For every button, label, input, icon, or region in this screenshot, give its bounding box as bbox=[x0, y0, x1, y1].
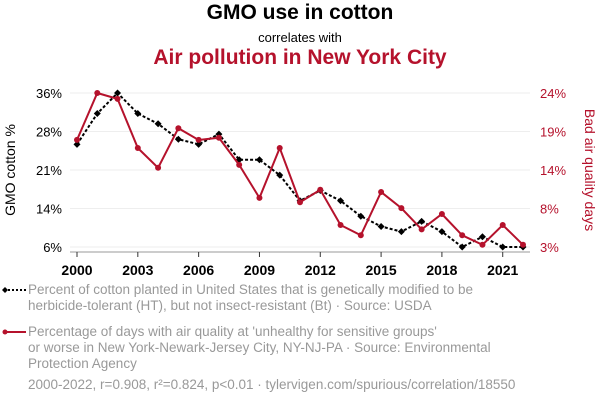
data-point-air-pollution bbox=[398, 205, 405, 212]
legend-text-line: Percentage of days with air quality at '… bbox=[28, 324, 437, 339]
x-tick-label: 2006 bbox=[183, 262, 214, 278]
data-point-gmo-cotton bbox=[73, 140, 81, 148]
gridlines bbox=[70, 92, 530, 248]
x-tick-label: 2021 bbox=[487, 262, 518, 278]
data-point-gmo-cotton bbox=[276, 171, 284, 179]
footer-stats: 2000-2022, r=0.908, r²=0.824, p<0.01 · t… bbox=[28, 377, 516, 392]
data-point-air-pollution bbox=[215, 134, 222, 141]
data-point-air-pollution bbox=[114, 95, 121, 102]
data-point-gmo-cotton bbox=[195, 140, 203, 148]
data-point-gmo-cotton bbox=[255, 156, 263, 164]
data-point-air-pollution bbox=[297, 199, 303, 206]
data-point-gmo-cotton bbox=[478, 233, 486, 241]
y-axis-left-title: GMO cotton % bbox=[2, 124, 18, 216]
y-tick-label-left: 21% bbox=[36, 163, 62, 178]
data-point-gmo-cotton bbox=[114, 89, 122, 97]
y-axis-left-labels: 36% 28% 21% 14% 6% bbox=[36, 86, 62, 255]
data-point-air-pollution bbox=[175, 125, 182, 132]
x-tick-label: 2015 bbox=[366, 262, 397, 278]
y-tick-label-right: 14% bbox=[540, 163, 566, 178]
data-point-air-pollution bbox=[236, 161, 243, 168]
legend-text-line: Protection Agency bbox=[28, 356, 137, 371]
data-point-air-pollution bbox=[418, 226, 425, 233]
data-point-gmo-cotton bbox=[134, 110, 142, 118]
y-tick-label-right: 24% bbox=[540, 86, 566, 101]
data-point-air-pollution bbox=[74, 136, 80, 143]
data-point-air-pollution bbox=[276, 145, 283, 151]
data-point-air-pollution bbox=[134, 145, 141, 151]
y-tick-label-left: 14% bbox=[36, 202, 62, 217]
data-point-air-pollution bbox=[357, 232, 364, 239]
y-tick-label-right: 19% bbox=[540, 125, 566, 140]
chart-title-secondary: Air pollution in New York City bbox=[153, 46, 447, 69]
data-point-gmo-cotton bbox=[93, 110, 101, 118]
y-axis-right-title: Bad air quality days bbox=[582, 109, 598, 231]
legend-marker-dotted-icon bbox=[2, 287, 26, 293]
data-point-air-pollution bbox=[337, 222, 344, 228]
data-point-air-pollution bbox=[256, 194, 263, 201]
data-point-gmo-cotton bbox=[377, 222, 385, 230]
data-point-air-pollution bbox=[520, 241, 526, 248]
data-point-air-pollution bbox=[479, 241, 486, 248]
data-point-gmo-cotton bbox=[418, 217, 426, 225]
y-axis-right-labels: 24% 19% 14% 8% 3% bbox=[540, 86, 566, 255]
y-tick-label-right: 3% bbox=[540, 240, 559, 255]
data-point-air-pollution bbox=[438, 211, 445, 217]
data-point-gmo-cotton bbox=[337, 197, 345, 205]
data-point-air-pollution bbox=[459, 232, 466, 239]
series-group bbox=[73, 89, 527, 251]
data-point-gmo-cotton bbox=[499, 243, 507, 251]
data-point-gmo-cotton bbox=[357, 212, 365, 220]
x-axis-labels: 2000 2003 2006 2009 2012 2015 2018 2021 bbox=[61, 262, 518, 278]
chart-subtitle: correlates with bbox=[258, 30, 342, 45]
y-tick-label-left: 6% bbox=[43, 240, 62, 255]
legend-item-gmo: Percent of cotton planted in United Stat… bbox=[2, 282, 588, 314]
data-point-gmo-cotton bbox=[458, 243, 466, 251]
legend-marker-solid-icon bbox=[2, 329, 26, 335]
data-point-air-pollution bbox=[499, 222, 506, 228]
axes bbox=[70, 251, 530, 257]
y-tick-label-left: 28% bbox=[36, 125, 62, 140]
data-point-gmo-cotton bbox=[438, 228, 446, 236]
y-tick-label-right: 8% bbox=[540, 202, 559, 217]
data-point-gmo-cotton bbox=[397, 228, 405, 236]
data-point-gmo-cotton bbox=[154, 120, 162, 128]
data-point-air-pollution bbox=[195, 136, 202, 143]
x-tick-label: 2012 bbox=[305, 262, 336, 278]
x-tick-label: 2018 bbox=[426, 262, 457, 278]
x-tick-label: 2009 bbox=[244, 262, 275, 278]
y-tick-label-left: 36% bbox=[36, 86, 62, 101]
x-tick-label: 2003 bbox=[122, 262, 153, 278]
legend-item-air-pollution: Percentage of days with air quality at '… bbox=[2, 324, 588, 372]
data-point-air-pollution bbox=[317, 186, 324, 193]
data-point-air-pollution bbox=[94, 90, 101, 96]
data-point-gmo-cotton bbox=[174, 135, 182, 143]
chart-title: GMO use in cotton bbox=[206, 1, 394, 24]
data-point-air-pollution bbox=[378, 189, 385, 195]
legend-text-line: or worse in New York-Newark-Jersey City,… bbox=[28, 340, 491, 355]
legend-text-line: herbicide-tolerant (HT), but not insect-… bbox=[28, 298, 432, 313]
legend-text-line: Percent of cotton planted in United Stat… bbox=[28, 282, 474, 297]
x-tick-label: 2000 bbox=[61, 262, 92, 278]
data-point-air-pollution bbox=[155, 164, 162, 171]
